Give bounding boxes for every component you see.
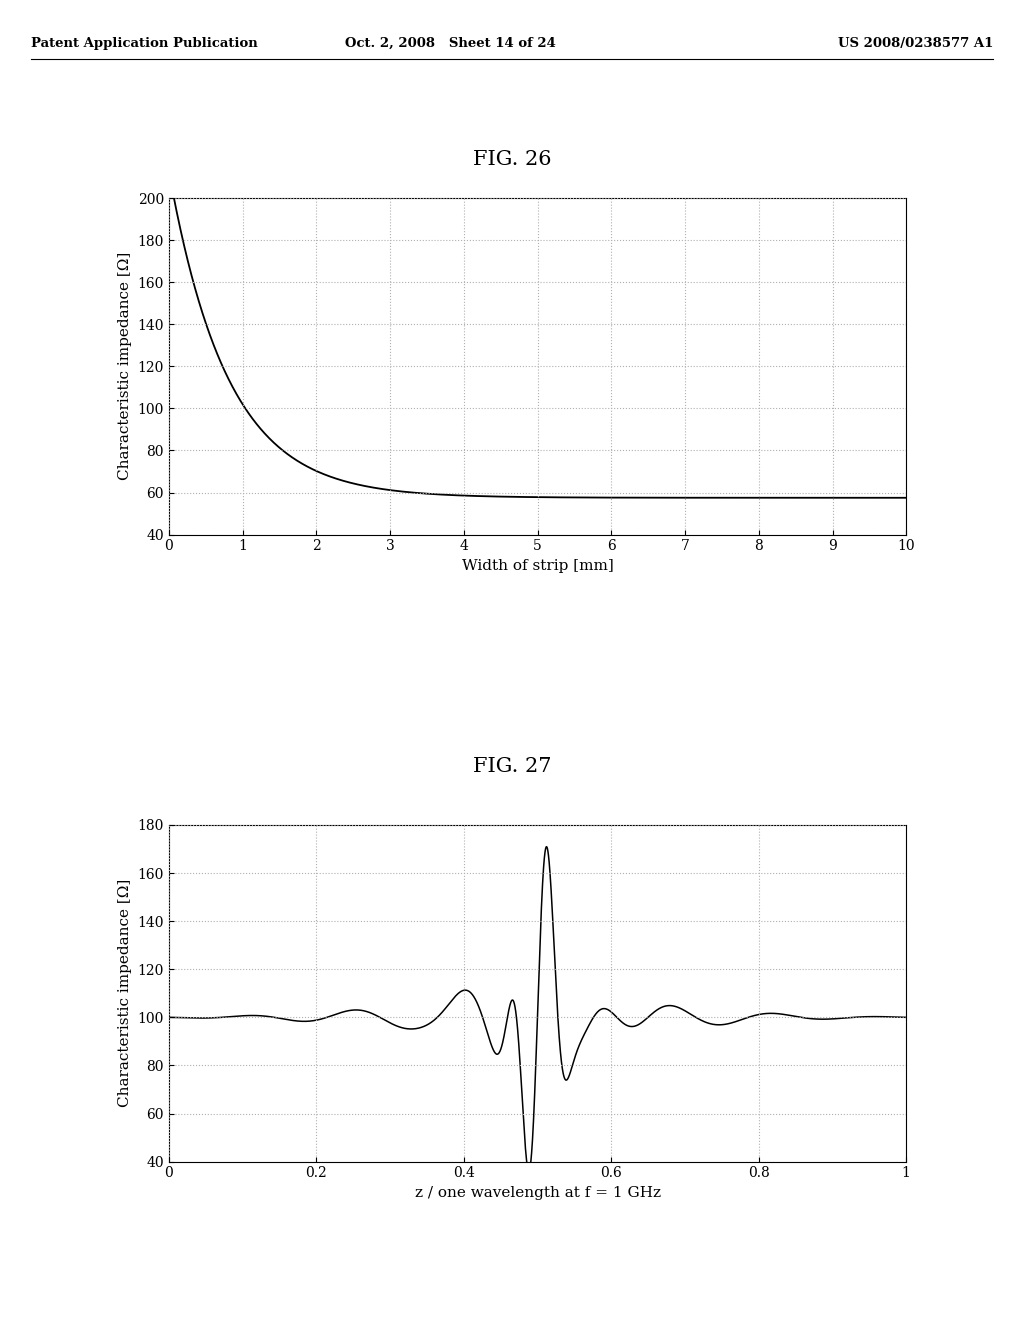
Y-axis label: Characteristic impedance [Ω]: Characteristic impedance [Ω] — [118, 252, 132, 480]
Text: FIG. 27: FIG. 27 — [473, 758, 551, 776]
X-axis label: Width of strip [mm]: Width of strip [mm] — [462, 558, 613, 573]
Text: Oct. 2, 2008   Sheet 14 of 24: Oct. 2, 2008 Sheet 14 of 24 — [345, 37, 556, 50]
X-axis label: z / one wavelength at f = 1 GHz: z / one wavelength at f = 1 GHz — [415, 1185, 660, 1200]
Text: FIG. 26: FIG. 26 — [473, 150, 551, 169]
Y-axis label: Characteristic impedance [Ω]: Characteristic impedance [Ω] — [118, 879, 132, 1107]
Text: Patent Application Publication: Patent Application Publication — [31, 37, 257, 50]
Text: US 2008/0238577 A1: US 2008/0238577 A1 — [838, 37, 993, 50]
